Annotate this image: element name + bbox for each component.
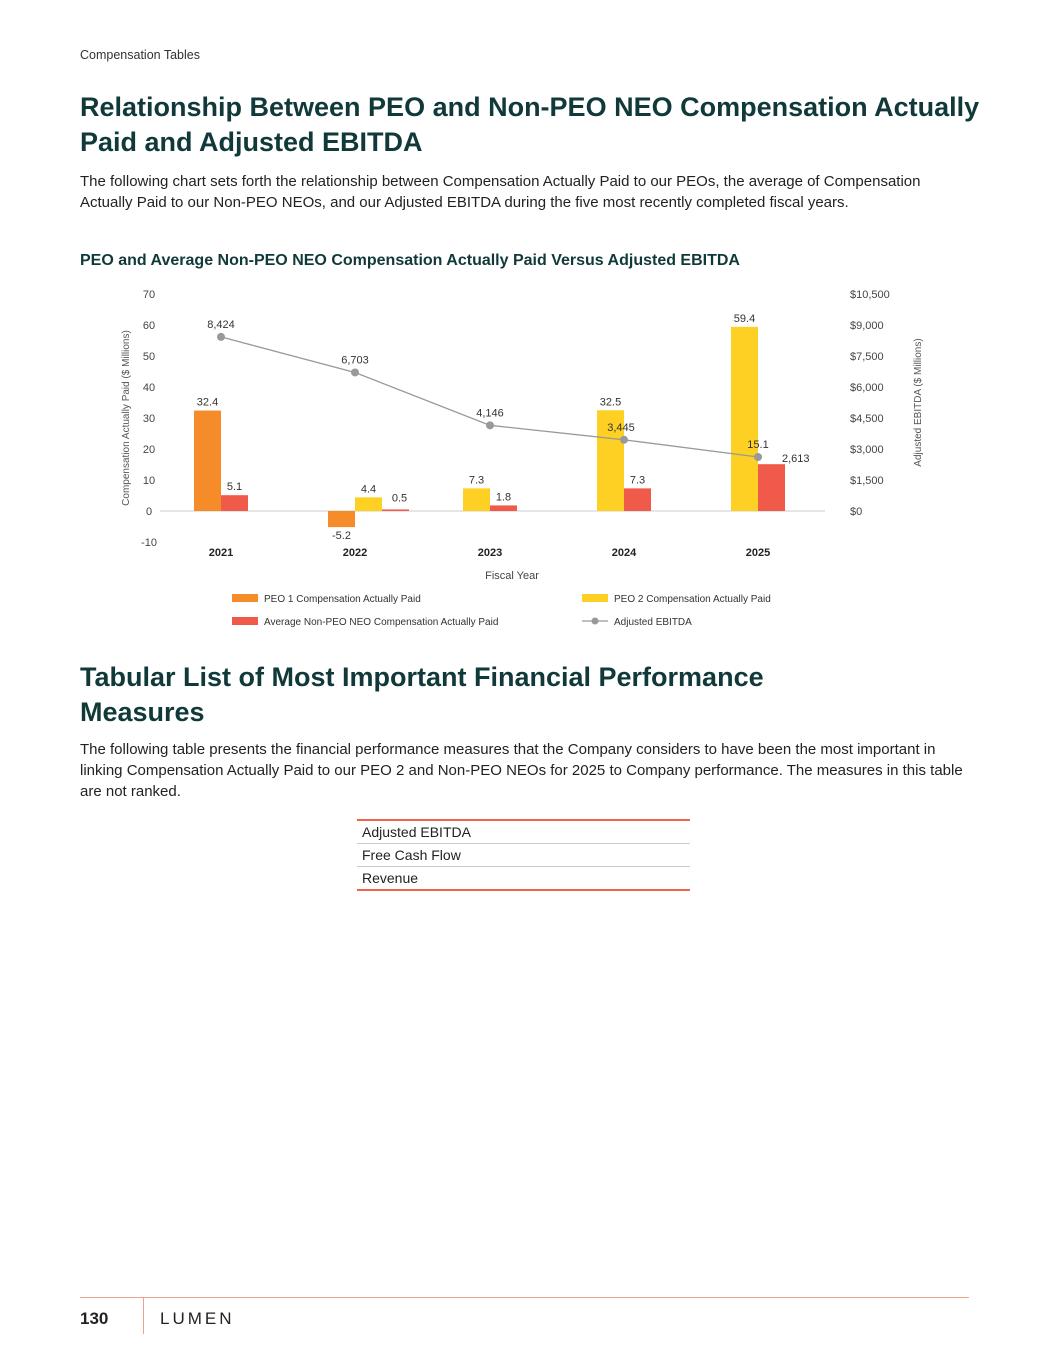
y-tick-label: -10 (141, 537, 157, 549)
ebitda-label: 2,613 (782, 453, 810, 465)
ebitda-label: 6,703 (341, 354, 369, 366)
data-label: 32.5 (600, 396, 621, 408)
y2-tick-label: $4,500 (850, 413, 884, 425)
bar-peo1 (328, 511, 355, 528)
data-label: 5.1 (227, 481, 242, 493)
section-title: Relationship Between PEO and Non-PEO NEO… (80, 92, 980, 157)
data-label: 7.3 (630, 474, 645, 486)
bar-peo2 (463, 488, 490, 511)
y-tick-label: 70 (143, 289, 155, 301)
ebitda-point (217, 332, 225, 341)
y-tick-label: 50 (143, 351, 155, 363)
bar-peo2 (355, 497, 382, 511)
page-number: 130 (80, 1309, 109, 1328)
y-tick-label: 60 (143, 320, 155, 332)
y2-tick-label: $1,500 (850, 475, 884, 487)
x-tick-label: 2021 (209, 547, 233, 559)
legend-label: Average Non-PEO NEO Compensation Actuall… (264, 617, 498, 628)
bar-nonpeo (624, 488, 651, 511)
section-body-2: The following table presents the financi… (80, 741, 963, 800)
y-tick-label: 0 (146, 506, 152, 518)
ebitda-label: 4,146 (476, 407, 504, 419)
legend-swatch (232, 594, 258, 602)
x-tick-label: 2024 (612, 547, 637, 559)
legend-label: PEO 1 Compensation Actually Paid (264, 594, 421, 605)
ebitda-label: 8,424 (207, 319, 235, 331)
footer-divider (80, 1297, 969, 1298)
y-tick-label: 20 (143, 444, 155, 456)
legend-label: Adjusted EBITDA (614, 617, 692, 628)
ebitda-point (754, 452, 762, 461)
section-label: Compensation Tables (80, 48, 200, 62)
legend-swatch (582, 594, 608, 602)
data-label: 0.5 (392, 492, 407, 504)
bar-nonpeo (758, 464, 785, 511)
data-label: 15.1 (747, 439, 768, 451)
bar-peo2 (597, 410, 624, 511)
data-label: 59.4 (734, 313, 755, 325)
y2-tick-label: $3,000 (850, 444, 884, 456)
data-label: 7.3 (469, 474, 484, 486)
ebitda-point (486, 421, 494, 430)
legend-swatch-point (591, 617, 599, 625)
ebitda-line (220, 336, 759, 458)
y-axis-title: Compensation Actually Paid ($ Millions) (121, 330, 132, 506)
measures-table: Adjusted EBITDA Free Cash Flow Revenue (357, 819, 690, 891)
legend-swatch (232, 617, 258, 625)
chart: -10 0 10 20 30 40 50 60 70 $0 $1,500 $3,000 $4,500 $6… (121, 289, 924, 628)
data-label: 32.4 (197, 397, 218, 409)
y-tick-label: 30 (143, 413, 155, 425)
footer-separator (143, 1298, 144, 1334)
y2-tick-label: $6,000 (850, 382, 884, 394)
x-tick-label: 2022 (343, 547, 367, 559)
chart-title: PEO and Average Non-PEO NEO Compensation… (80, 252, 740, 269)
bar-peo1 (194, 410, 221, 511)
bar-nonpeo (382, 509, 409, 511)
y2-tick-label: $9,000 (850, 320, 884, 332)
measure-row: Free Cash Flow (357, 844, 690, 867)
measure-row: Adjusted EBITDA (357, 821, 690, 844)
ebitda-point (351, 368, 359, 377)
section-title-2: Tabular List of Most Important Financial… (80, 662, 764, 727)
lumen-logo: LUMEN (160, 1309, 235, 1328)
y2-tick-label: $7,500 (850, 351, 884, 363)
data-label: 1.8 (496, 491, 511, 503)
legend-label: PEO 2 Compensation Actually Paid (614, 594, 771, 605)
y2-tick-label: $0 (850, 506, 862, 518)
y2-tick-label: $10,500 (850, 289, 890, 301)
ebitda-point (620, 435, 628, 444)
measure-row: Revenue (362, 870, 419, 886)
y2-axis-title: Adjusted EBITDA ($ Millions) (913, 338, 924, 466)
data-label: -5.2 (332, 530, 351, 542)
y-tick-label: 10 (143, 475, 155, 487)
x-axis-title: Fiscal Year (485, 570, 539, 582)
x-tick-label: 2023 (478, 547, 502, 559)
data-label: 4.4 (361, 483, 376, 495)
section-body: The following chart sets forth the relat… (80, 173, 921, 211)
bar-peo2 (731, 326, 758, 511)
ebitda-label: 3,445 (607, 422, 635, 434)
x-tick-label: 2025 (746, 547, 770, 559)
bar-nonpeo (490, 505, 517, 511)
bar-nonpeo (221, 495, 248, 511)
y-tick-label: 40 (143, 382, 155, 394)
